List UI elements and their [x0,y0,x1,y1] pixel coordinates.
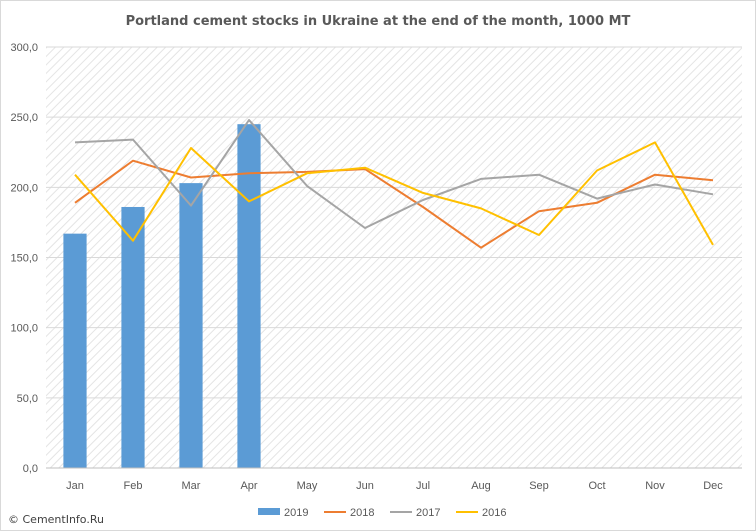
y-tick-label: 50,0 [17,393,38,405]
x-tick-label: Mar [182,480,201,492]
y-tick-label: 300,0 [10,42,38,54]
x-tick-label: Jun [356,480,374,492]
bars-2019 [63,124,261,469]
bar [179,183,203,468]
legend-label: 2019 [284,507,308,519]
legend-swatch [258,508,280,515]
y-axis-ticks: 0,0 50,0 100,0 150,0 200,0 250,0 300,0 [10,42,38,475]
series-line-2018 [74,159,714,249]
legend-label: 2016 [482,507,506,519]
x-tick-label: Apr [240,480,257,492]
x-tick-label: May [297,480,318,492]
x-tick-label: Dec [703,480,723,492]
x-tick-label: Sep [529,480,549,492]
bar [121,206,145,469]
y-tick-label: 200,0 [10,182,38,194]
x-tick-label: Aug [471,480,491,492]
x-tick-label: Jul [416,480,430,492]
legend-label: 2018 [350,507,374,519]
y-tick-label: 100,0 [10,323,38,335]
series-line-2017 [74,119,714,229]
x-tick-label: Feb [124,480,143,492]
line-series [74,119,714,249]
bar [63,233,87,468]
x-axis-ticks: Jan Feb Mar Apr May Jun Jul Aug Sep Oct Nov Dec [66,480,723,492]
legend-label: 2017 [416,507,440,519]
chart-title: Portland cement stocks in Ukraine at the… [126,14,631,29]
bar [237,124,261,468]
series-line-2016 [74,141,714,246]
y-tick-label: 150,0 [10,253,38,265]
x-tick-label: Nov [645,480,665,492]
credit-text: © CementInfo.Ru [8,513,104,526]
x-tick-label: Jan [66,480,84,492]
gridlines [46,46,742,399]
y-tick-label: 0,0 [23,463,38,475]
x-tick-label: Oct [588,480,605,492]
y-tick-label: 250,0 [10,112,38,124]
legend: 2019 2018 2017 2016 [258,507,506,519]
